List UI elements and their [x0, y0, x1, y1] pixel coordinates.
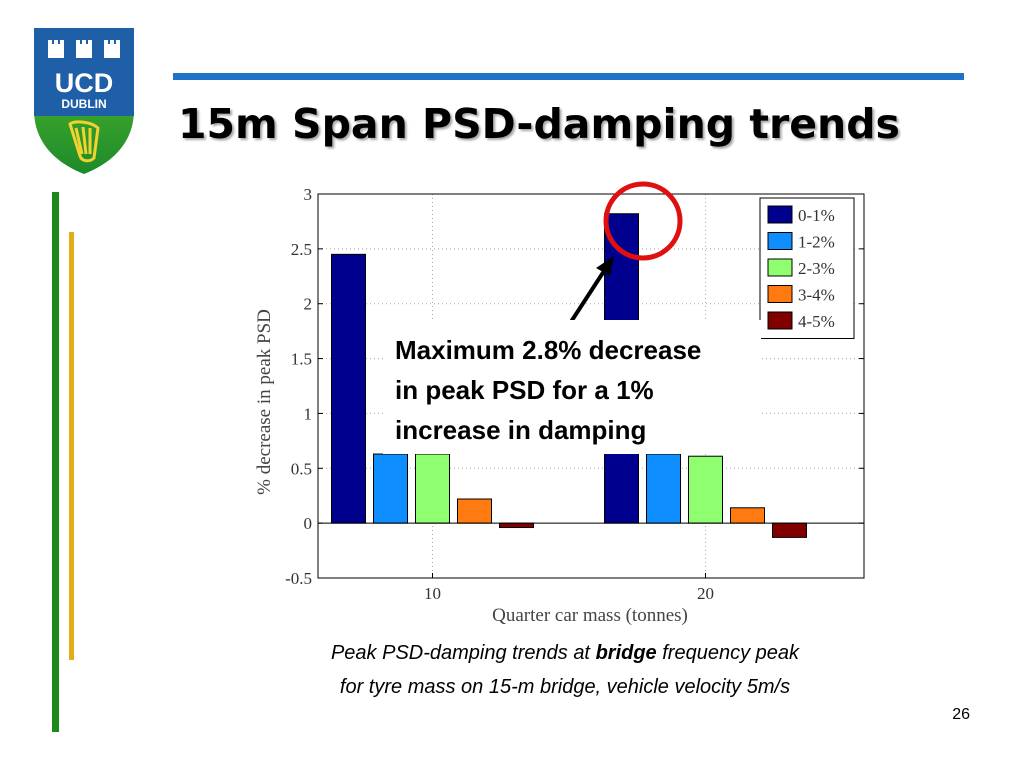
y-tick-label: 2.5 — [291, 240, 312, 259]
bar-4-5%-20 — [772, 522, 807, 538]
legend-swatch — [767, 258, 793, 277]
bar-0-1%-10 — [331, 253, 366, 524]
annotation-line: Maximum 2.8% decrease — [395, 335, 702, 365]
caption-part1: Peak PSD-damping trends at — [330, 642, 596, 664]
green-accent-bar — [52, 192, 59, 732]
annotation-line: increase in damping — [395, 415, 647, 445]
y-tick-label: -0.5 — [285, 569, 312, 588]
bar-3-4%-10 — [457, 498, 492, 524]
gold-accent-bar — [69, 232, 74, 660]
y-tick-label: 0 — [304, 514, 313, 533]
logo-text-dublin: DUBLIN — [61, 97, 106, 111]
title-rule — [173, 73, 964, 80]
harp-icon — [68, 120, 100, 163]
legend-swatch — [767, 205, 793, 224]
legend-label: 1-2% — [798, 233, 835, 252]
chart-axes — [317, 193, 865, 579]
y-axis-label: % decrease in peak PSD — [254, 309, 275, 495]
legend-label: 3-4% — [798, 286, 835, 305]
bar-3-4%-20 — [730, 507, 765, 524]
annotation-line: in peak PSD for a 1% — [395, 375, 654, 405]
bar-2-3%-20 — [688, 455, 723, 524]
slide-title: 15m Span PSD-damping trends — [178, 100, 900, 148]
legend-swatch — [767, 232, 793, 250]
x-tick-label: 20 — [697, 584, 714, 603]
bar-2-3%-10 — [415, 453, 450, 524]
bar-1-2%-20 — [646, 453, 681, 524]
annotation-arrow — [565, 256, 614, 330]
chart-legend: 0-1% 1-2% 2-3% 3-4% 4-5% — [759, 197, 855, 339]
legend-label: 4-5% — [798, 312, 835, 331]
logo-text-ucd: UCD — [55, 68, 114, 98]
y-tick-label: 1.5 — [291, 350, 312, 369]
legend-swatch — [767, 311, 793, 330]
legend-swatch — [767, 285, 793, 303]
legend-label: 2-3% — [798, 259, 835, 278]
caption-bold: bridge — [595, 642, 657, 664]
bar-1-2%-10 — [373, 453, 408, 524]
bar-4-5%-10 — [499, 522, 534, 529]
y-tick-label: 2 — [304, 295, 313, 314]
y-tick-label: 3 — [304, 185, 313, 204]
annotation-text: Maximum 2.8% decrease in peak PSD for a … — [395, 330, 755, 450]
legend-label: 0-1% — [798, 206, 835, 225]
x-axis-label: Quarter car mass (tonnes) — [492, 605, 688, 626]
page-number: 26 — [952, 706, 970, 723]
max-highlight-circle — [603, 181, 683, 261]
y-tick-label: 1 — [304, 404, 313, 423]
x-tick-label: 10 — [424, 584, 441, 603]
caption-line2: for tyre mass on 15-m bridge, vehicle ve… — [339, 676, 791, 698]
caption-part2: frequency peak — [656, 642, 800, 664]
chart-ticks: -0.5 0 0.5 1 1.5 2 2.5 3 10 20 — [285, 185, 864, 603]
ucd-logo: UCD DUBLIN — [34, 28, 134, 174]
y-tick-label: 0.5 — [291, 459, 312, 478]
plot-frame — [317, 193, 865, 579]
figure-caption: Peak PSD-damping trends at bridge freque… — [250, 636, 880, 704]
annotation-box — [383, 320, 761, 454]
